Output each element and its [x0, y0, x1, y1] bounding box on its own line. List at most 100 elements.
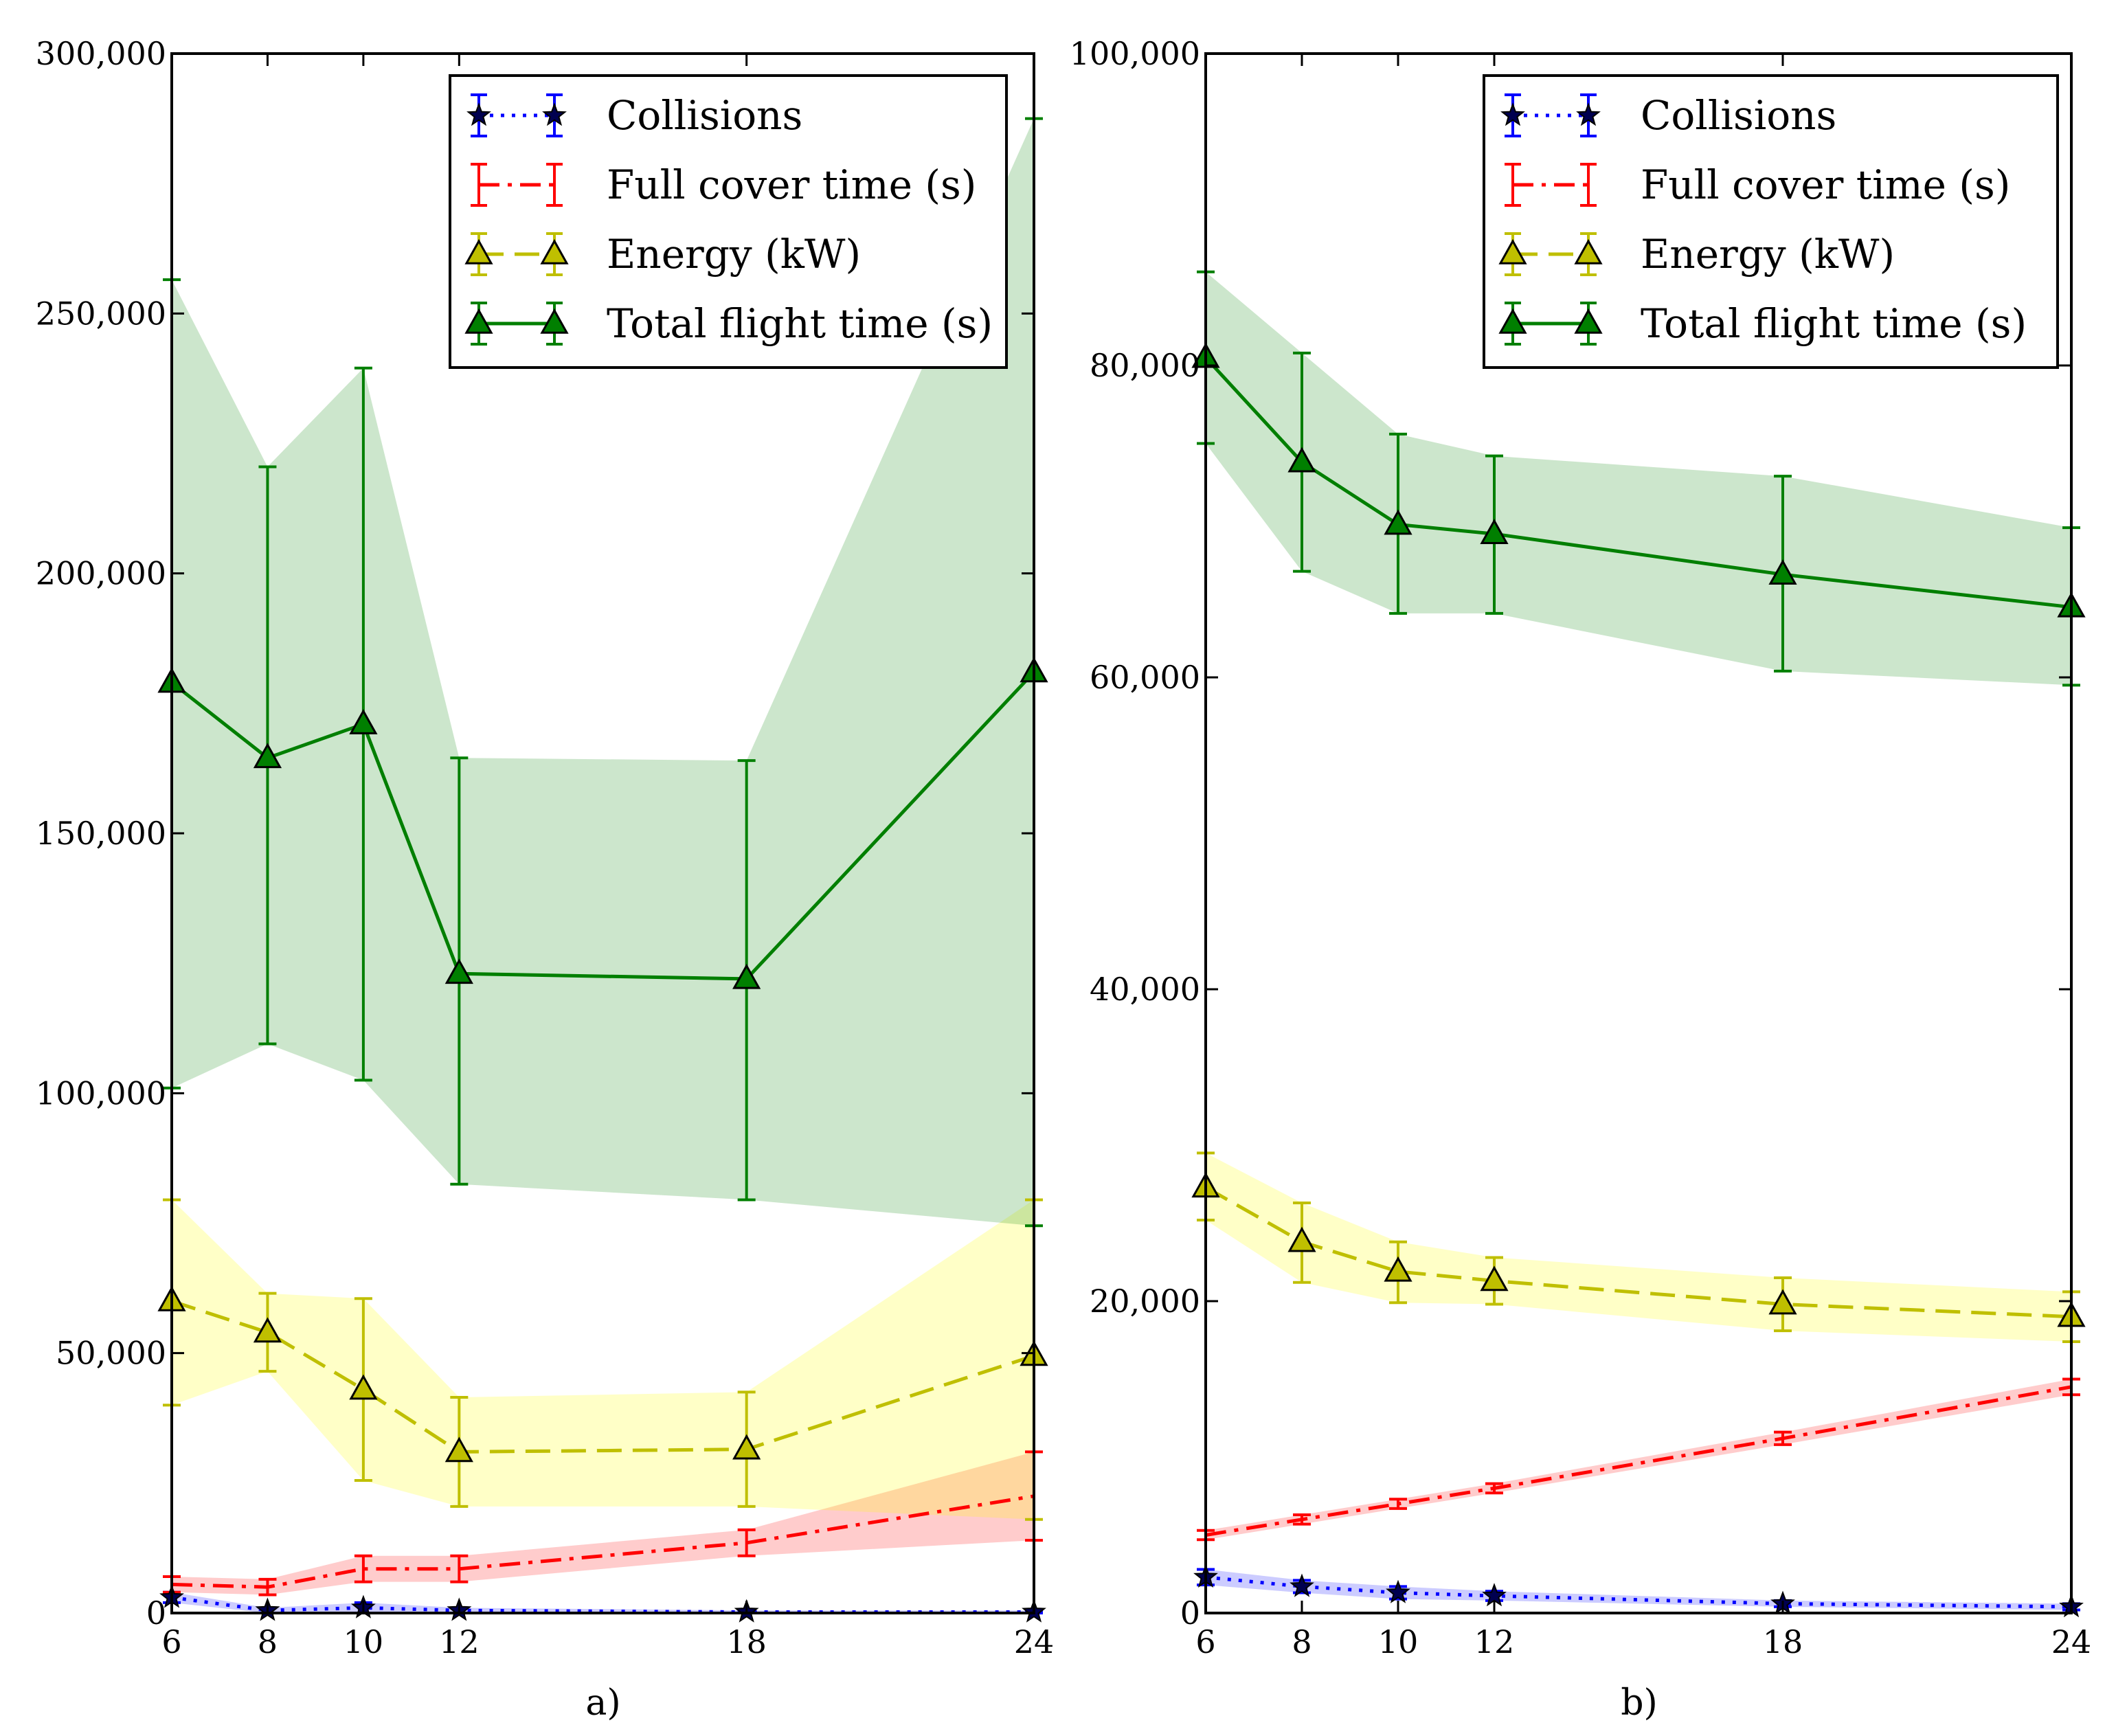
panel-b: 0 20,000 40,000 60,000 80,000 100,000 6 8 10 12 1…	[1070, 35, 2092, 1724]
a-point-energy	[349, 1374, 378, 1400]
a-legend-marker-collisions	[542, 102, 567, 126]
a-errbar-full-cover-time	[737, 1528, 756, 1557]
a-y-tick-label: 300,000	[36, 35, 166, 72]
a-line-energy	[171, 1299, 1035, 1454]
b-legend-marker-total-flight-time	[1498, 308, 1527, 334]
b-point-total-flight-time	[1768, 559, 1797, 585]
a-point-energy	[732, 1434, 761, 1460]
b-point-energy	[1768, 1289, 1797, 1315]
b-point-energy	[1287, 1226, 1316, 1252]
panel-b-y-tick-labels: 0 20,000 40,000 60,000 80,000 100,000	[1070, 35, 1200, 1632]
b-point-total-flight-time	[1480, 519, 1509, 544]
panel-b-lines	[1204, 356, 2072, 1609]
panel-a-label: a)	[585, 1682, 620, 1724]
b-x-tick-label: 18	[1763, 1623, 1803, 1660]
b-y-tick-label: 40,000	[1090, 971, 1200, 1008]
b-band-collisions	[1206, 1569, 2071, 1610]
b-point-collisions	[1290, 1573, 1314, 1597]
b-point-collisions	[1386, 1579, 1410, 1603]
b-point-energy	[1384, 1256, 1412, 1282]
panel-a-lines	[170, 670, 1035, 1614]
b-line-full-cover-time	[1205, 1385, 2072, 1537]
a-line-total-flight-time	[170, 670, 1035, 981]
a-band-total-flight-time	[172, 118, 1034, 1226]
a-legend-marker-total-flight-time	[540, 308, 569, 334]
a-y-tick-label: 50,000	[56, 1335, 166, 1372]
a-y-tick-label: 200,000	[36, 555, 166, 592]
b-legend-marker-total-flight-time	[1574, 308, 1603, 334]
a-legend-label-total-flight-time: Total flight time (s)	[607, 300, 993, 347]
b-line-total-flight-time	[1204, 356, 2072, 609]
b-x-tick-label: 24	[2051, 1623, 2092, 1660]
a-legend-marker-energy	[540, 238, 569, 264]
panel-b-ticks	[1204, 52, 2073, 1614]
a-legend-label-energy: Energy (kW)	[607, 231, 861, 278]
b-y-tick-label: 20,000	[1090, 1283, 1200, 1320]
a-y-tick-label: 0	[146, 1594, 166, 1632]
a-errbar-full-cover-time	[258, 1577, 277, 1597]
a-band-energy	[172, 1199, 1034, 1520]
b-legend-marker-collisions	[1500, 102, 1525, 126]
b-x-tick-label: 8	[1292, 1623, 1312, 1660]
b-legend-box	[1483, 74, 2059, 369]
a-x-tick-label: 10	[344, 1623, 384, 1660]
b-y-tick-label: 60,000	[1090, 659, 1200, 696]
panel-b-label: b)	[1621, 1682, 1658, 1724]
a-errbar-full-cover-time	[354, 1554, 372, 1583]
b-legend-marker-collisions	[1576, 102, 1601, 126]
a-y-tick-label: 250,000	[36, 295, 166, 332]
a-point-total-flight-time	[253, 743, 282, 769]
panel-b-frame	[1204, 52, 2073, 1614]
b-errbar-full-cover-time	[1774, 1430, 1792, 1446]
b-legend-label-collisions: Collisions	[1641, 92, 1836, 139]
a-errbar-full-cover-time	[450, 1554, 469, 1583]
panel-a-legend: Collisions Full cover time (s) Energy (kW)…	[449, 74, 1008, 369]
panel-a: 0 50,000 100,000 150,000 200,000 250,000 300,0…	[36, 35, 1055, 1724]
b-point-total-flight-time	[1384, 509, 1412, 535]
a-x-tick-label: 18	[726, 1623, 767, 1660]
b-legend-label-total-flight-time: Total flight time (s)	[1641, 300, 2027, 347]
b-band-energy	[1206, 1153, 2071, 1342]
b-errbar-full-cover-time	[1485, 1482, 1503, 1495]
a-point-total-flight-time	[732, 963, 761, 989]
a-point-energy	[253, 1317, 282, 1343]
a-band-collisions	[172, 1592, 1034, 1613]
b-errbar-full-cover-time	[1293, 1513, 1311, 1526]
b-y-tick-label: 100,000	[1070, 35, 1200, 72]
a-x-tick-label: 12	[439, 1623, 480, 1660]
b-x-tick-label: 10	[1378, 1623, 1419, 1660]
b-point-collisions	[1482, 1583, 1507, 1607]
a-legend-marker-total-flight-time	[464, 308, 493, 334]
panel-a-x-tick-labels: 6 8 10 12 18 24	[161, 1623, 1054, 1660]
a-legend-box	[449, 74, 1008, 369]
b-point-total-flight-time	[1287, 447, 1316, 473]
a-legend-label-full-cover-time: Full cover time (s)	[607, 161, 976, 208]
b-errbar-full-cover-time	[1389, 1498, 1407, 1510]
b-x-tick-label: 6	[1195, 1623, 1215, 1660]
a-line-full-cover-time	[171, 1494, 1035, 1589]
a-point-energy	[444, 1436, 473, 1463]
a-x-tick-label: 24	[1014, 1623, 1055, 1660]
b-line-energy	[1204, 1186, 2072, 1319]
panel-a-y-tick-labels: 0 50,000 100,000 150,000 200,000 250,000 300,0…	[36, 35, 166, 1632]
a-y-tick-label: 100,000	[36, 1074, 166, 1112]
panel-a-ticks	[170, 52, 1035, 1614]
b-y-tick-label: 80,000	[1090, 347, 1200, 384]
b-point-energy	[1480, 1265, 1509, 1292]
a-y-tick-label: 150,000	[36, 815, 166, 852]
b-legend-label-energy: Energy (kW)	[1641, 231, 1895, 278]
a-legend-marker-collisions	[466, 102, 491, 126]
b-y-tick-label: 0	[1180, 1594, 1200, 1632]
a-point-total-flight-time	[444, 958, 473, 984]
panel-b-markers	[1191, 342, 2086, 1618]
a-x-tick-label: 8	[258, 1623, 278, 1660]
panel-b-x-tick-labels: 6 8 10 12 18 24	[1195, 1623, 2091, 1660]
panel-a-markers	[157, 657, 1048, 1623]
a-legend-marker-energy	[464, 238, 493, 264]
b-legend-marker-energy	[1498, 238, 1527, 264]
a-legend-label-collisions: Collisions	[607, 92, 802, 139]
b-legend-label-full-cover-time: Full cover time (s)	[1641, 161, 2010, 208]
panel-a-bands	[172, 118, 1034, 1613]
b-legend-marker-energy	[1574, 238, 1603, 264]
